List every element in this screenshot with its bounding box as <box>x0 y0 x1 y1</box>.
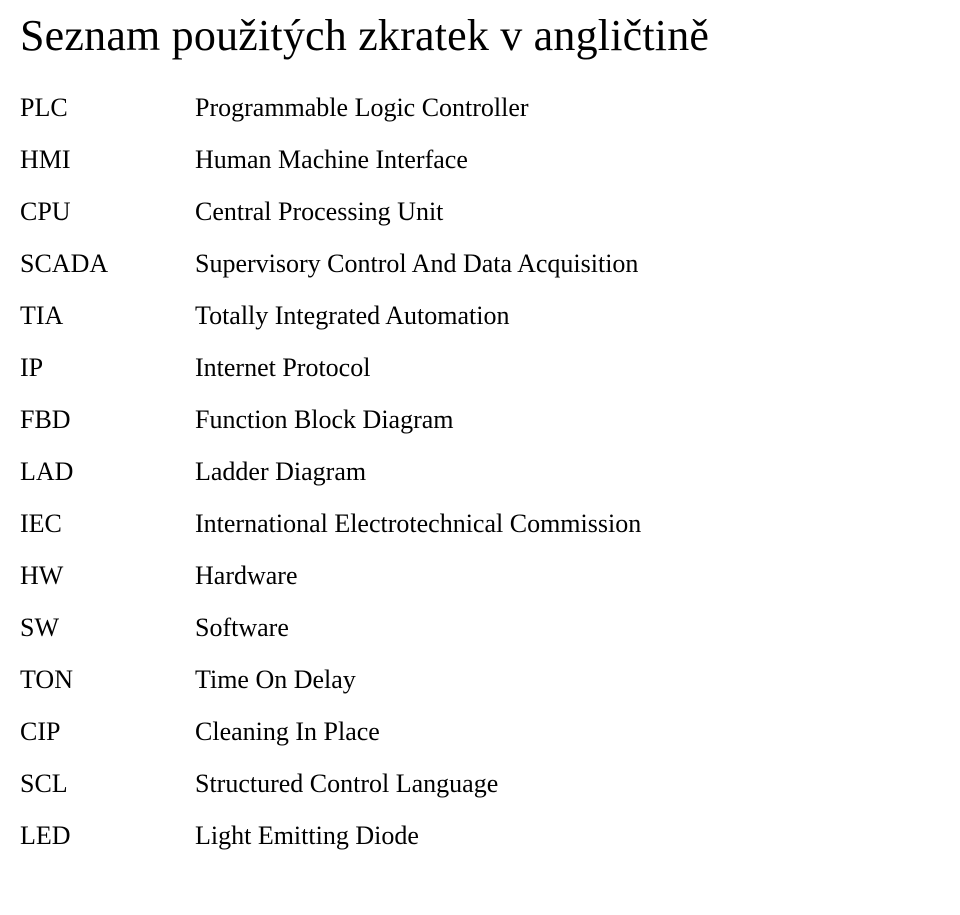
table-row: FBD Function Block Diagram <box>20 407 641 459</box>
abbreviation-cell: TON <box>20 667 195 719</box>
expansion-cell: International Electrotechnical Commissio… <box>195 511 641 563</box>
abbreviations-table: PLC Programmable Logic Controller HMI Hu… <box>20 95 641 875</box>
abbreviation-cell: HW <box>20 563 195 615</box>
expansion-cell: Internet Protocol <box>195 355 641 407</box>
abbreviation-cell: SW <box>20 615 195 667</box>
table-row: CPU Central Processing Unit <box>20 199 641 251</box>
table-row: TON Time On Delay <box>20 667 641 719</box>
table-row: HW Hardware <box>20 563 641 615</box>
expansion-cell: Cleaning In Place <box>195 719 641 771</box>
expansion-cell: Programmable Logic Controller <box>195 95 641 147</box>
table-row: SCADA Supervisory Control And Data Acqui… <box>20 251 641 303</box>
expansion-cell: Central Processing Unit <box>195 199 641 251</box>
table-row: LAD Ladder Diagram <box>20 459 641 511</box>
abbreviation-cell: IEC <box>20 511 195 563</box>
expansion-cell: Hardware <box>195 563 641 615</box>
abbreviation-cell: TIA <box>20 303 195 355</box>
abbreviation-cell: SCL <box>20 771 195 823</box>
document-page: Seznam použitých zkratek v angličtině PL… <box>0 0 960 915</box>
abbreviation-cell: FBD <box>20 407 195 459</box>
table-row: TIA Totally Integrated Automation <box>20 303 641 355</box>
expansion-cell: Human Machine Interface <box>195 147 641 199</box>
expansion-cell: Light Emitting Diode <box>195 823 641 875</box>
table-row: SCL Structured Control Language <box>20 771 641 823</box>
table-row: PLC Programmable Logic Controller <box>20 95 641 147</box>
abbreviation-cell: SCADA <box>20 251 195 303</box>
abbreviation-cell: LAD <box>20 459 195 511</box>
abbreviation-cell: CIP <box>20 719 195 771</box>
table-row: CIP Cleaning In Place <box>20 719 641 771</box>
abbreviation-cell: LED <box>20 823 195 875</box>
expansion-cell: Structured Control Language <box>195 771 641 823</box>
table-row: IP Internet Protocol <box>20 355 641 407</box>
expansion-cell: Function Block Diagram <box>195 407 641 459</box>
table-row: IEC International Electrotechnical Commi… <box>20 511 641 563</box>
expansion-cell: Software <box>195 615 641 667</box>
expansion-cell: Supervisory Control And Data Acquisition <box>195 251 641 303</box>
expansion-cell: Time On Delay <box>195 667 641 719</box>
abbreviation-cell: CPU <box>20 199 195 251</box>
abbreviations-tbody: PLC Programmable Logic Controller HMI Hu… <box>20 95 641 875</box>
table-row: LED Light Emitting Diode <box>20 823 641 875</box>
abbreviation-cell: PLC <box>20 95 195 147</box>
abbreviation-cell: IP <box>20 355 195 407</box>
expansion-cell: Ladder Diagram <box>195 459 641 511</box>
page-title: Seznam použitých zkratek v angličtině <box>20 10 940 61</box>
table-row: HMI Human Machine Interface <box>20 147 641 199</box>
expansion-cell: Totally Integrated Automation <box>195 303 641 355</box>
table-row: SW Software <box>20 615 641 667</box>
abbreviation-cell: HMI <box>20 147 195 199</box>
